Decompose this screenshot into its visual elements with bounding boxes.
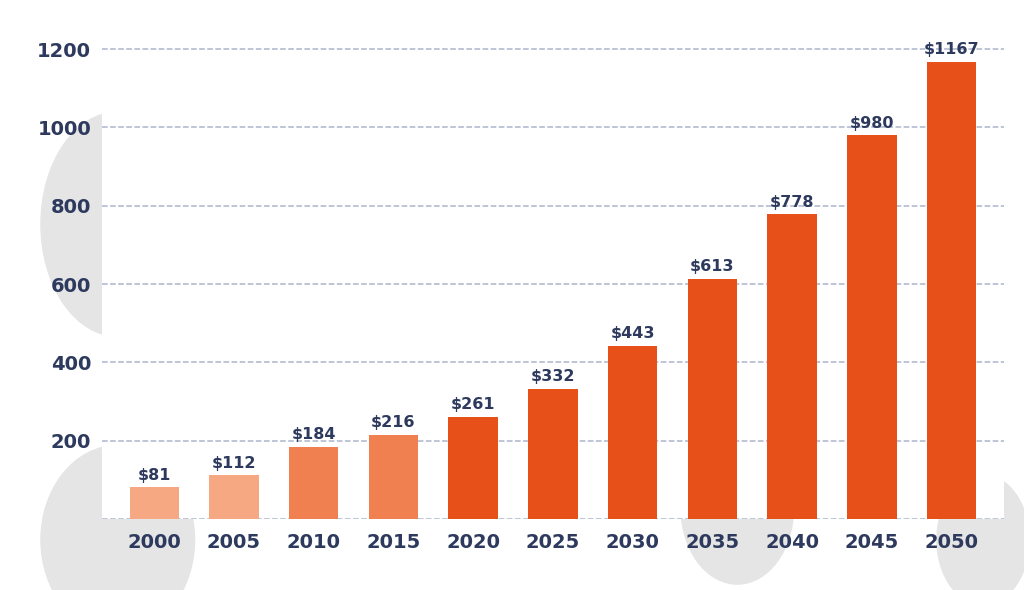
- Text: $81: $81: [137, 468, 171, 483]
- Text: $1167: $1167: [924, 42, 980, 57]
- Bar: [767, 214, 817, 519]
- Text: $332: $332: [530, 369, 575, 385]
- Text: $216: $216: [372, 415, 416, 430]
- Text: $112: $112: [212, 455, 256, 471]
- Text: $980: $980: [850, 116, 894, 130]
- Bar: [449, 417, 498, 519]
- Text: $443: $443: [610, 326, 655, 341]
- Bar: [129, 487, 179, 519]
- Text: $778: $778: [770, 195, 814, 209]
- Bar: [927, 62, 977, 519]
- Text: $261: $261: [451, 397, 496, 412]
- Text: $613: $613: [690, 260, 734, 274]
- Bar: [209, 476, 259, 519]
- Bar: [528, 389, 578, 519]
- Bar: [847, 135, 897, 519]
- Bar: [608, 346, 657, 519]
- Bar: [369, 435, 418, 519]
- Bar: [688, 279, 737, 519]
- Bar: [289, 447, 339, 519]
- Text: $184: $184: [292, 427, 336, 442]
